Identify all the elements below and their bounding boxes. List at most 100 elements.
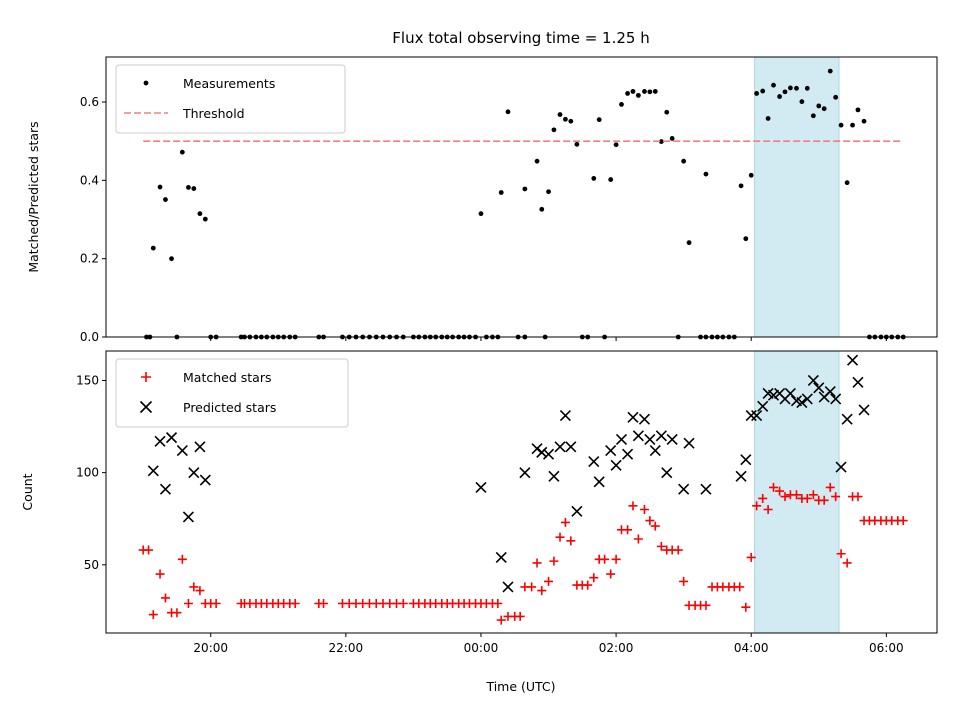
measurement-point — [771, 82, 776, 88]
matched-star-point — [853, 492, 863, 502]
measurement-point — [777, 94, 782, 99]
measurement-point — [782, 89, 788, 95]
predicted-star-point — [757, 400, 769, 412]
matched-star-point — [189, 582, 199, 592]
measurement-point — [861, 118, 867, 124]
matched-star-point — [195, 586, 205, 596]
measurement-point — [787, 85, 793, 91]
legend-label: Threshold — [182, 106, 245, 121]
matched-star-point — [566, 536, 576, 546]
measurement-point — [635, 92, 641, 98]
matched-star-point — [898, 516, 908, 526]
x-tick-label: 04:00 — [734, 641, 769, 655]
measurement-point — [150, 245, 156, 251]
measurement-point — [163, 197, 168, 202]
x-tick-label: 00:00 — [464, 641, 499, 655]
x-tick-label: 06:00 — [869, 641, 904, 655]
matched-star-point — [555, 532, 565, 542]
predicted-star-point — [194, 441, 206, 453]
matched-star-point — [808, 490, 818, 500]
matched-star-point — [673, 545, 683, 555]
measurement-point — [596, 117, 602, 123]
matched-star-point — [606, 569, 616, 579]
measurement-point — [754, 91, 760, 96]
x-tick-label: 02:00 — [599, 641, 634, 655]
measurement-point — [760, 88, 766, 94]
matched-star-point — [656, 541, 666, 551]
predicted-star-point — [661, 467, 673, 479]
predicted-star-point — [858, 404, 870, 416]
measurement-point — [591, 175, 597, 181]
measurement-point — [652, 89, 658, 94]
matched-star-point — [741, 602, 751, 612]
measurement-point — [838, 122, 844, 128]
measurement-point — [498, 190, 504, 195]
predicted-star-point — [182, 511, 194, 523]
measurement-point — [157, 184, 163, 190]
predicted-star-point — [767, 389, 780, 401]
legend-marker — [141, 372, 151, 382]
predicted-star-point — [536, 446, 548, 458]
legend-marker — [139, 400, 153, 414]
y-axis-label: Count — [20, 473, 35, 510]
predicted-star-point — [502, 581, 514, 593]
predicted-star-point — [159, 483, 172, 495]
predicted-star-point — [593, 476, 605, 488]
y-tick-label: 0.0 — [80, 330, 99, 344]
predicted-star-point — [735, 470, 747, 482]
predicted-star-point — [188, 467, 200, 479]
predicted-star-point — [605, 444, 617, 457]
predicted-star-point — [644, 433, 656, 446]
x-axis-label: Time (UTC) — [485, 679, 555, 694]
measurement-point — [169, 256, 174, 262]
measurement-point — [186, 185, 191, 190]
predicted-star-point — [830, 393, 842, 405]
highlight-span — [754, 56, 840, 338]
predicted-star-point — [632, 430, 644, 442]
predicted-star-point — [176, 444, 188, 457]
predicted-star-point — [615, 433, 628, 446]
matched-star-point — [496, 615, 506, 625]
predicted-star-point — [796, 397, 808, 409]
predicted-star-point — [835, 461, 847, 473]
matched-star-point — [791, 490, 801, 500]
matched-star-point — [589, 573, 599, 583]
matched-star-point — [532, 558, 542, 568]
legend-box — [115, 358, 349, 428]
matched-star-point — [319, 599, 329, 609]
matched-star-point — [752, 501, 762, 511]
matched-star-point — [611, 554, 621, 564]
measurement-point — [647, 89, 653, 95]
matched-star-point — [679, 576, 689, 586]
legend-marker — [143, 80, 149, 86]
predicted-star-point — [655, 430, 667, 442]
measurement-point — [613, 142, 619, 148]
matched-star-point — [160, 593, 170, 603]
matched-star-point — [645, 516, 655, 526]
predicted-star-point — [751, 409, 763, 422]
measurement-point — [658, 139, 664, 144]
matched-star-point — [527, 582, 537, 592]
matched-star-point — [398, 599, 408, 609]
measurement-point — [619, 101, 624, 107]
matched-star-point — [802, 493, 812, 503]
predicted-star-point — [519, 467, 531, 479]
y-tick-label: 0.4 — [80, 173, 99, 187]
measurement-point — [191, 186, 197, 191]
matched-star-point — [769, 482, 779, 492]
matched-star-point — [177, 554, 187, 564]
legend-label: Predicted stars — [183, 400, 276, 415]
matched-star-point — [583, 580, 593, 590]
predicted-star-point — [700, 483, 712, 495]
measurement-point — [821, 106, 827, 112]
predicted-star-point — [627, 411, 639, 423]
x-tick-label: 22:00 — [329, 641, 364, 655]
predicted-star-point — [813, 382, 825, 394]
axes-frame — [105, 350, 938, 634]
measurement-point — [202, 216, 208, 222]
y-tick-label: 100 — [76, 466, 99, 480]
matched-star-point — [746, 552, 756, 562]
measurement-point — [551, 127, 557, 133]
measurement-point — [669, 136, 675, 141]
x-tick-label: 20:00 — [193, 641, 228, 655]
